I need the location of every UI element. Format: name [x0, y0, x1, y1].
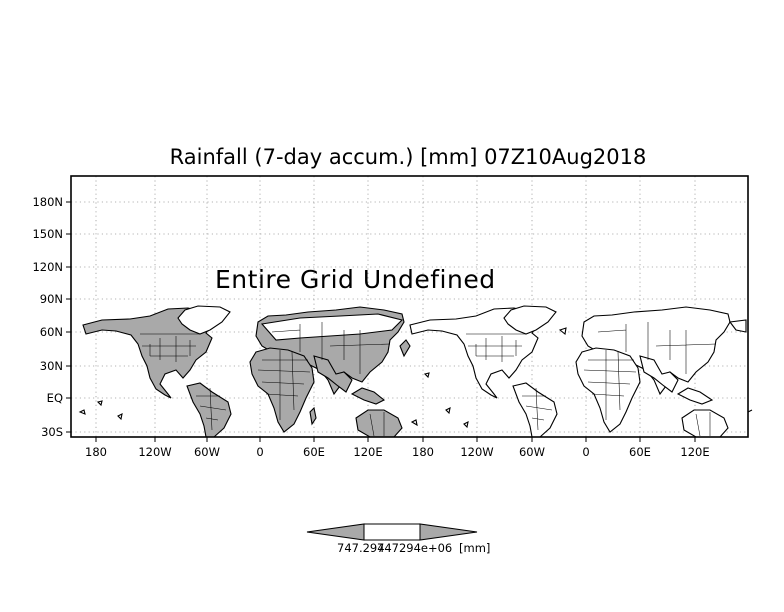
land-masses-right	[409, 305, 747, 438]
x-tick-label: 60W	[194, 445, 220, 459]
colorbar-unit-label: [mm]	[459, 541, 490, 555]
map-title: Rainfall (7-day accum.) [mm] 07Z10Aug201…	[170, 145, 647, 169]
x-tick-label: 120W	[138, 445, 171, 459]
x-tick-label: 0	[582, 445, 589, 459]
y-tick-label: 90N	[40, 292, 63, 306]
colorbar-left-triangle	[306, 523, 365, 541]
colorbar: 747.294 747294e+06 [mm]	[306, 523, 490, 555]
colorbar-left-label: 747.294	[337, 541, 385, 555]
x-tick-label: 180	[85, 445, 107, 459]
arabia-india-landmass	[313, 355, 353, 393]
x-tick-label: 120E	[680, 445, 709, 459]
greenland-outline	[503, 305, 557, 335]
australia-outline	[681, 409, 729, 438]
colorbar-right-label: 747294e+06	[377, 541, 452, 555]
y-tick-label: 30N	[40, 359, 63, 373]
greenland-landmass	[177, 305, 231, 335]
australia-landmass	[355, 409, 403, 438]
y-tick-label: EQ	[47, 391, 63, 405]
maritime-asia-outline	[676, 387, 714, 405]
land-masses-left	[82, 305, 411, 438]
y-tick-label: 150N	[32, 227, 63, 241]
y-tick-label: 120N	[32, 260, 63, 274]
japan-islands	[399, 339, 411, 358]
political-borders-right	[466, 322, 717, 437]
africa-outline	[575, 347, 641, 433]
latitude-ticks: 180N 150N 120N 90N 60N 30N EQ 30S	[32, 195, 71, 439]
siberia-coast-band	[260, 313, 404, 341]
alaska-east-fragment	[728, 319, 747, 333]
graticule-gridlines	[71, 176, 748, 437]
north-america-outline	[409, 307, 541, 399]
undefined-grid-message: Entire Grid Undefined	[215, 265, 496, 294]
map-frame	[70, 175, 749, 438]
political-borders-left	[140, 322, 391, 437]
x-tick-label: 60E	[303, 445, 325, 459]
north-america-landmass	[82, 307, 215, 399]
x-tick-label: 60W	[519, 445, 545, 459]
africa-landmass	[249, 347, 315, 433]
colorbar-middle-box	[363, 523, 421, 541]
madagascar-landmass	[309, 406, 317, 426]
y-tick-label: 180N	[32, 195, 63, 209]
x-tick-label: 180	[412, 445, 434, 459]
longitude-ticks: 180 120W 60W 0 60E 120E 180 120W 60W 0 60E 120E	[85, 437, 710, 459]
y-tick-label: 30S	[41, 425, 63, 439]
x-tick-label: 120E	[353, 445, 382, 459]
x-tick-label: 60E	[629, 445, 651, 459]
x-tick-label: 0	[256, 445, 263, 459]
colorbar-right-triangle	[419, 523, 478, 541]
maritime-asia-islands	[350, 387, 386, 405]
arabia-india-outline	[639, 355, 679, 393]
y-tick-label: 60N	[40, 325, 63, 339]
x-tick-label: 120W	[460, 445, 493, 459]
